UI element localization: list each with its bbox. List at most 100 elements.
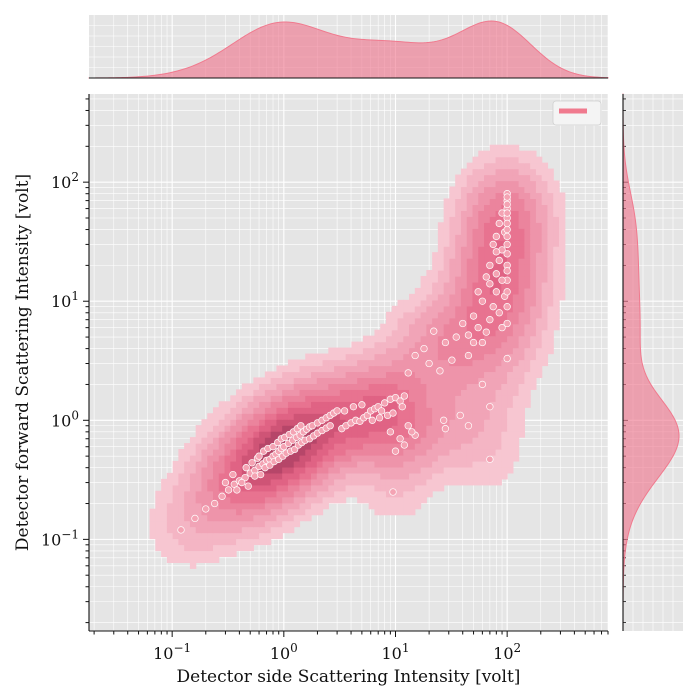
kde-cell <box>322 353 329 361</box>
kde-cell <box>472 192 479 200</box>
kde-cell <box>512 156 520 164</box>
kde-cell <box>397 323 404 331</box>
kde-cell <box>484 413 491 420</box>
kde-cell <box>201 449 208 456</box>
kde-cell <box>276 431 283 438</box>
kde-cell <box>507 323 514 331</box>
kde-cell <box>460 437 468 444</box>
kde-cell <box>270 377 278 384</box>
kde-cell <box>518 347 525 355</box>
kde-cell <box>443 317 451 325</box>
kde-cell <box>466 293 474 301</box>
kde-cell <box>501 329 508 337</box>
kde-cell <box>443 258 451 265</box>
kde-cell <box>345 425 352 432</box>
kde-cell <box>455 419 462 426</box>
kde-cell <box>507 311 514 319</box>
kde-cell <box>334 460 341 468</box>
kde-cell <box>484 192 491 200</box>
kde-cell <box>409 466 416 474</box>
kde-cell <box>241 544 249 552</box>
kde-cell <box>311 353 318 361</box>
kde-cell <box>558 204 566 211</box>
kde-cell <box>195 490 203 498</box>
kde-cell <box>339 371 347 379</box>
kde-cell <box>443 281 451 289</box>
kde-cell <box>518 281 525 289</box>
kde-cell <box>437 478 445 486</box>
kde-cell <box>230 466 237 474</box>
kde-cell <box>247 401 254 408</box>
kde-cell <box>259 443 266 450</box>
kde-cell <box>455 216 462 223</box>
kde-cell <box>489 329 497 337</box>
kde-cell <box>484 258 491 265</box>
kde-cell <box>524 234 531 241</box>
kde-cell <box>426 281 433 289</box>
kde-cell <box>218 538 226 546</box>
kde-cell <box>541 252 549 259</box>
kde-cell <box>241 413 249 420</box>
kde-cell <box>495 216 502 223</box>
kde-cell <box>247 413 254 420</box>
scatter-point <box>333 407 341 415</box>
kde-cell <box>357 454 364 462</box>
kde-cell <box>253 437 260 444</box>
kde-cell <box>437 281 445 289</box>
kde-cell <box>432 377 439 384</box>
kde-cell <box>455 264 462 271</box>
kde-cell <box>478 353 485 361</box>
kde-cell <box>374 365 381 373</box>
kde-cell <box>518 222 525 229</box>
kde-cell <box>374 389 381 396</box>
kde-cell <box>385 377 393 384</box>
kde-cell <box>391 317 399 325</box>
kde-cell <box>409 365 416 373</box>
kde-cell <box>518 371 525 379</box>
kde-cell <box>322 371 329 379</box>
kde-cell <box>282 502 289 510</box>
scatter-point <box>381 399 389 407</box>
kde-cell <box>420 496 427 504</box>
kde-cell <box>484 443 491 450</box>
kde-cell <box>414 317 422 325</box>
kde-cell <box>449 478 456 486</box>
kde-cell <box>518 341 525 349</box>
kde-cell <box>334 490 341 498</box>
kde-cell <box>362 365 370 373</box>
kde-cell <box>558 228 566 235</box>
kde-cell <box>236 443 243 450</box>
kde-cell <box>385 341 393 349</box>
kde-cell <box>489 144 497 152</box>
kde-cell <box>495 425 502 432</box>
kde-cell <box>495 240 502 247</box>
kde-cell <box>553 216 560 223</box>
kde-cell <box>189 472 197 480</box>
kde-cell <box>184 532 191 540</box>
kde-cell <box>322 502 329 510</box>
kde-cell <box>455 347 462 355</box>
kde-cell <box>512 287 520 295</box>
kde-cell <box>535 323 543 331</box>
kde-cell <box>155 502 162 510</box>
kde-cell <box>460 311 468 319</box>
kde-cell <box>518 210 525 217</box>
kde-cell <box>495 264 502 271</box>
kde-cell <box>518 150 525 158</box>
kde-cell <box>172 490 179 498</box>
kde-cell <box>437 460 445 468</box>
kde-cell <box>553 258 560 265</box>
kde-cell <box>264 407 272 414</box>
kde-cell <box>489 419 497 426</box>
kde-cell <box>236 502 243 510</box>
kde-cell <box>541 180 549 188</box>
kde-cell <box>437 317 445 325</box>
kde-cell <box>259 496 266 504</box>
kde-cell <box>426 449 433 456</box>
kde-cell <box>380 449 387 456</box>
kde-cell <box>530 264 537 271</box>
kde-cell <box>230 502 237 510</box>
scatter-point <box>358 401 366 409</box>
kde-cell <box>466 174 474 182</box>
kde-cell <box>328 347 335 355</box>
